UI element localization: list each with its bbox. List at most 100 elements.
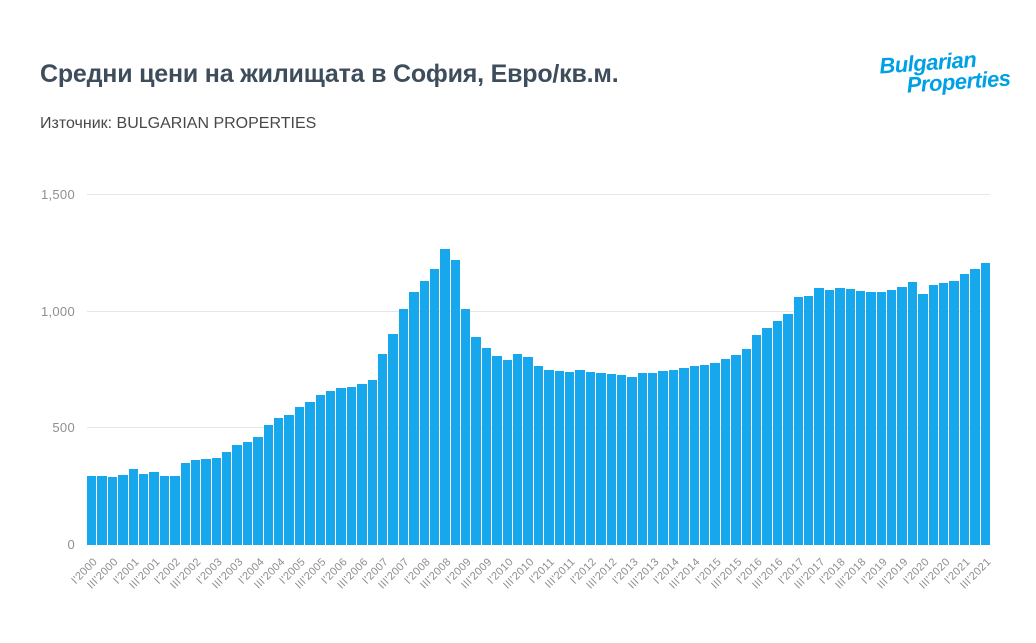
bar [170, 476, 180, 545]
bar [513, 353, 523, 545]
bar [128, 468, 138, 545]
bar [492, 356, 502, 545]
chart-title: Средни цени на жилищата в София, Евро/кв… [40, 60, 619, 88]
bar [928, 285, 939, 545]
bar [700, 364, 710, 545]
bar [803, 296, 814, 545]
bar [294, 407, 305, 545]
bar [523, 357, 533, 545]
bar [440, 249, 450, 545]
bar [315, 394, 325, 545]
bar [762, 327, 772, 545]
bar [346, 386, 357, 545]
bar [461, 308, 471, 545]
bar [949, 280, 959, 545]
y-axis-label: 0 [67, 537, 75, 552]
x-axis: I'2000 III'2000 I'2001 III'2001 I'2002 III'20… [69, 550, 993, 640]
bar [752, 334, 762, 545]
bar [138, 473, 149, 545]
bar [679, 367, 689, 545]
bar [242, 441, 253, 545]
bar [201, 458, 211, 545]
bar [388, 333, 398, 545]
bar [357, 384, 367, 545]
bar [575, 369, 585, 545]
bar [544, 370, 554, 545]
bar [87, 476, 97, 545]
bar [284, 414, 294, 545]
bar [190, 459, 201, 545]
bar [783, 314, 793, 545]
bar [222, 452, 232, 545]
bar [980, 262, 990, 545]
bar [118, 475, 128, 545]
bar [970, 268, 980, 545]
bar [419, 281, 429, 545]
bar [409, 291, 419, 545]
bar [97, 476, 107, 545]
bar [325, 391, 336, 545]
bar [887, 290, 897, 545]
bar [471, 336, 481, 545]
bar [502, 359, 513, 545]
y-axis-label: 500 [52, 420, 75, 436]
bar [918, 293, 928, 545]
bar [585, 372, 596, 545]
bar [637, 373, 648, 545]
bar [180, 463, 190, 545]
bar [107, 476, 118, 545]
bar [398, 309, 409, 545]
bar [835, 288, 845, 545]
bar [232, 444, 242, 545]
bar [159, 475, 170, 545]
chart-source: Източник: BULGARIAN PROPERTIES [40, 115, 317, 132]
bar [274, 417, 284, 545]
bar [907, 282, 918, 545]
gridline-1500 [87, 194, 990, 195]
bar [668, 369, 679, 545]
bar [720, 359, 731, 545]
bar [481, 347, 492, 545]
bar [814, 287, 824, 545]
bar [939, 282, 949, 545]
gridline-1000 [87, 310, 990, 312]
bar [596, 372, 606, 545]
bar [263, 425, 274, 545]
plot-area [87, 194, 990, 545]
bar [866, 292, 876, 545]
bar [710, 362, 720, 545]
bar [305, 401, 315, 545]
bar [533, 366, 544, 545]
bar [648, 372, 658, 545]
bar [211, 457, 222, 545]
bar [731, 355, 741, 545]
bar [658, 371, 668, 545]
bar [429, 268, 440, 545]
bar [253, 436, 263, 545]
bar [959, 273, 970, 545]
y-axis-label: 1,500 [40, 187, 75, 202]
bar [564, 372, 575, 545]
bar [367, 379, 377, 545]
bar [616, 375, 627, 545]
bar-series [87, 195, 990, 545]
y-axis: 0 500 1,000 1,500 [0, 187, 75, 552]
bar [793, 296, 803, 545]
bar [606, 374, 616, 545]
bar [876, 291, 887, 545]
bar [377, 354, 388, 545]
bar [897, 287, 907, 545]
bar [627, 376, 637, 545]
bar [554, 371, 564, 545]
bar [450, 259, 461, 545]
bar [845, 288, 855, 545]
y-axis-label: 1,000 [40, 303, 75, 319]
bar [772, 321, 783, 545]
bar [741, 349, 751, 545]
bar [149, 472, 159, 545]
bar [855, 290, 866, 545]
bar [824, 290, 835, 545]
bar [336, 387, 346, 545]
